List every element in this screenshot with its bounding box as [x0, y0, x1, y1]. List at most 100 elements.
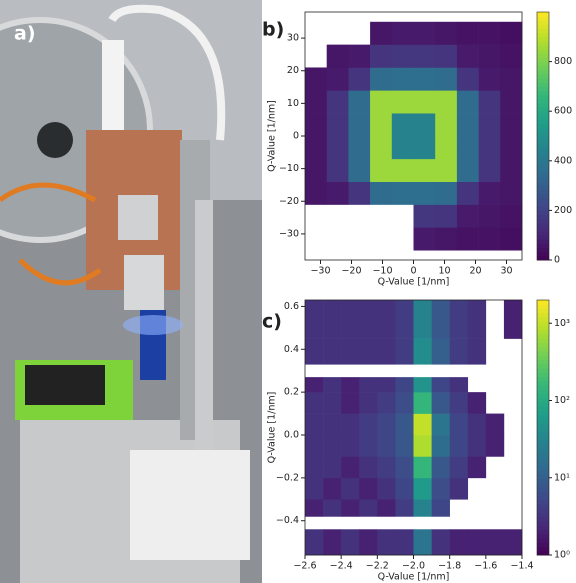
- heatmap-cell: [467, 529, 487, 556]
- colorbar-segment: [537, 214, 549, 220]
- heatmap-cell: [449, 435, 469, 457]
- colorbar-segment: [537, 453, 549, 458]
- colorbar-segment: [537, 206, 549, 211]
- heatmap-cell: [500, 67, 523, 91]
- heatmap-cell: [391, 113, 414, 137]
- heatmap-cell: [467, 392, 487, 414]
- heatmap-cell: [305, 136, 327, 160]
- heatmap-cell: [431, 377, 450, 393]
- heatmap-cell: [413, 300, 432, 339]
- heatmap-cell: [323, 529, 342, 556]
- heatmap-cell: [500, 90, 523, 114]
- colorbar-segment: [537, 61, 549, 67]
- heatmap-cell: [413, 456, 432, 479]
- colorbar-segment: [537, 111, 549, 116]
- heatmap-cell: [431, 413, 450, 436]
- photo: a): [0, 0, 262, 583]
- colorbar-segment: [537, 107, 549, 112]
- colorbar-segment: [537, 427, 549, 433]
- x-axis-label: Q-Value [1/nm]: [378, 277, 450, 288]
- colorbar-segment: [537, 36, 549, 42]
- colorbar-segment: [537, 49, 549, 54]
- heatmap-cell: [395, 477, 414, 500]
- colorbar-segment: [537, 346, 549, 352]
- heatmap-cell: [341, 413, 360, 436]
- heatmap-cell: [305, 338, 324, 365]
- colorbar-segment: [537, 491, 549, 496]
- colorbar-segment: [537, 131, 549, 137]
- heatmap-cell: [449, 413, 469, 436]
- heatmap-cell: [435, 158, 458, 182]
- heatmap-cell: [413, 338, 432, 365]
- colorbar-tick-label: 400: [554, 155, 572, 166]
- heatmap-cell: [323, 392, 342, 414]
- colorbar-segment: [537, 189, 549, 195]
- y-tick-label: 0: [293, 131, 299, 142]
- colorbar-segment: [537, 423, 549, 428]
- heatmap-cell: [377, 300, 396, 339]
- colorbar-segment: [537, 516, 549, 522]
- colorbar-segment: [537, 431, 549, 437]
- heatmap-cell: [435, 113, 458, 137]
- heatmap-cell: [341, 392, 360, 414]
- colorbar-segment: [537, 152, 549, 158]
- heatmap-cell: [359, 529, 378, 556]
- heatmap-cell: [341, 499, 360, 517]
- heatmap-cell: [323, 300, 342, 339]
- colorbar-segment: [537, 32, 549, 38]
- y-tick-label: 0.4: [284, 344, 299, 355]
- heatmap-cell: [478, 136, 501, 160]
- heatmap-cell: [449, 529, 469, 556]
- y-tick-label: 10: [287, 98, 299, 109]
- heatmap-cell: [305, 181, 327, 205]
- y-tick-label: 30: [287, 33, 299, 44]
- colorbar-segment: [537, 222, 549, 228]
- colorbar-segment: [537, 533, 549, 539]
- heatmap-cell: [431, 338, 450, 365]
- heatmap-cell: [359, 338, 378, 365]
- heatmap-cell: [370, 158, 393, 182]
- heatmap-cell: [326, 158, 349, 182]
- colorbar-segment: [537, 359, 549, 365]
- colorbar-segment: [537, 397, 549, 403]
- colorbar-segment: [537, 542, 549, 547]
- heatmap-cell: [449, 338, 469, 365]
- colorbar-segment: [537, 368, 549, 373]
- heatmap-cell: [359, 456, 378, 479]
- y-tick-label: −0.2: [276, 472, 299, 483]
- heatmap-cell: [478, 204, 501, 228]
- colorbar-segment: [537, 136, 549, 141]
- y-tick-label: 20: [287, 65, 299, 76]
- heatmap-cell: [435, 204, 458, 228]
- heatmap-cell: [323, 377, 342, 393]
- x-tick-label: 10: [438, 266, 450, 277]
- colorbar-segment: [537, 69, 549, 75]
- heatmap-cell: [348, 113, 371, 137]
- heatmap-cell: [456, 113, 479, 137]
- heatmap-cell: [413, 158, 436, 182]
- heatmap-cell: [413, 392, 432, 414]
- panel-label: c): [262, 311, 282, 333]
- colorbar-segment: [537, 419, 549, 424]
- colorbar-segment: [537, 235, 549, 240]
- panel-label: a): [14, 23, 36, 45]
- heatmap-cell: [377, 456, 396, 479]
- heatmap-cell: [413, 90, 436, 114]
- heatmap-cell: [456, 67, 479, 91]
- heatmap-cell: [341, 338, 360, 365]
- heatmap-cell: [323, 435, 342, 457]
- heatmap-cell: [391, 136, 414, 160]
- colorbar-segment: [537, 474, 549, 479]
- colorbar-segment: [537, 140, 549, 145]
- heatmap-cell: [478, 21, 501, 45]
- heatmap-cell: [326, 67, 349, 91]
- heatmap-cell: [449, 477, 469, 500]
- heatmap-cell: [359, 392, 378, 414]
- heatmap-cell: [413, 477, 432, 500]
- heatmap-cell: [359, 477, 378, 500]
- heatmap-cell: [370, 21, 393, 45]
- heatmap-cell: [413, 204, 436, 228]
- heatmap-cell: [341, 300, 360, 339]
- heatmap-cell: [323, 338, 342, 365]
- heatmap-cell: [449, 456, 469, 479]
